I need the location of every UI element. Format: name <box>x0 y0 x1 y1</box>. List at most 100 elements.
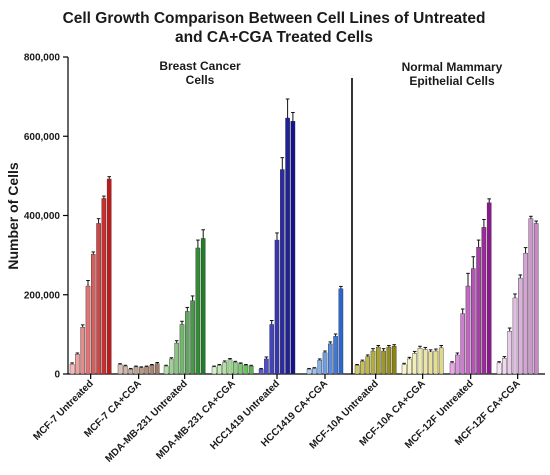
bar <box>465 285 471 375</box>
bar-group <box>496 215 539 375</box>
bar-group <box>258 98 296 375</box>
bar <box>269 324 275 375</box>
bar <box>80 327 85 375</box>
bar <box>381 350 386 375</box>
bar <box>312 368 317 375</box>
bar <box>322 352 328 375</box>
bar <box>512 297 518 375</box>
bar <box>138 367 144 375</box>
bar <box>106 178 112 375</box>
bar <box>264 358 269 375</box>
x-tick-label: MDA-MB-231 CA+CGA <box>154 378 237 461</box>
bar <box>69 363 75 375</box>
bar <box>285 117 290 375</box>
bar <box>417 348 423 375</box>
bar <box>238 363 243 375</box>
bar <box>306 369 312 375</box>
bar <box>274 239 280 375</box>
section-label-breast-line-2: Cells <box>186 73 215 87</box>
bar <box>133 366 139 375</box>
chart-title-line-2: and CA+CGA Treated Cells <box>175 29 373 46</box>
bar <box>195 247 201 375</box>
bar <box>333 336 338 375</box>
bar <box>460 313 466 375</box>
bar <box>75 353 80 375</box>
bar <box>258 369 264 375</box>
bar <box>174 342 180 375</box>
y-tick-label: 800,000 <box>24 53 61 64</box>
bar <box>190 300 195 375</box>
y-axis-label: Number of Cells <box>5 162 21 270</box>
bar <box>455 354 460 375</box>
bar <box>154 363 160 375</box>
bar <box>507 331 513 375</box>
bar <box>360 361 365 375</box>
bar-group <box>211 358 254 375</box>
y-tick-label: 0 <box>54 370 60 381</box>
bar <box>222 361 228 375</box>
bar <box>476 246 481 375</box>
y-tick-label: 400,000 <box>24 211 61 222</box>
section-label-normal-line-1: Normal Mammary <box>402 60 503 74</box>
bar <box>496 362 502 375</box>
bar <box>533 223 539 375</box>
bar <box>179 324 185 375</box>
bar <box>101 198 107 375</box>
bar-group <box>117 362 160 375</box>
bar <box>412 353 418 375</box>
bar <box>123 365 128 375</box>
bar <box>85 285 91 375</box>
bar <box>423 349 428 375</box>
bar <box>433 350 439 375</box>
bar <box>365 356 371 375</box>
bar <box>486 202 492 375</box>
bar <box>217 365 222 375</box>
bar <box>232 361 238 375</box>
section-label-breast-line-1: Breast Cancer <box>159 59 241 73</box>
bar-group <box>401 344 444 375</box>
bar-group <box>69 176 112 375</box>
bar <box>227 359 233 375</box>
bar <box>407 358 412 375</box>
bar <box>528 218 534 375</box>
bar <box>438 347 444 375</box>
bar <box>169 358 174 375</box>
y-tick-label: 200,000 <box>24 290 61 301</box>
bar-group <box>354 344 397 375</box>
bar <box>370 350 376 375</box>
bar <box>243 365 249 375</box>
bar <box>391 346 397 375</box>
bar <box>481 227 487 375</box>
bar <box>354 365 360 375</box>
bar <box>248 365 254 375</box>
bar <box>211 366 217 375</box>
y-tick-label: 600,000 <box>24 132 61 143</box>
bar <box>518 277 523 375</box>
bar <box>163 365 169 375</box>
bar <box>184 311 190 375</box>
bar <box>128 369 134 375</box>
bar <box>502 357 507 375</box>
bar <box>328 343 333 375</box>
bar <box>144 366 149 375</box>
bar-group <box>449 198 492 375</box>
bar <box>290 120 296 375</box>
bar <box>280 169 285 375</box>
bar <box>90 254 96 375</box>
bar <box>401 364 407 375</box>
bar <box>317 359 323 375</box>
chart-title-line-1: Cell Growth Comparison Between Cell Line… <box>63 10 486 27</box>
bar <box>428 351 433 375</box>
bar <box>149 365 155 375</box>
bar <box>96 223 101 375</box>
bar-group <box>163 229 206 375</box>
x-tick-label: MDA-MB-231 Untreated <box>103 378 189 464</box>
bar <box>376 346 381 375</box>
bar <box>386 346 392 375</box>
bar <box>523 252 528 375</box>
bar <box>117 364 123 375</box>
bar-group <box>306 285 344 375</box>
section-label-normal-line-2: Epithelial Cells <box>409 74 495 88</box>
bar <box>338 288 344 375</box>
